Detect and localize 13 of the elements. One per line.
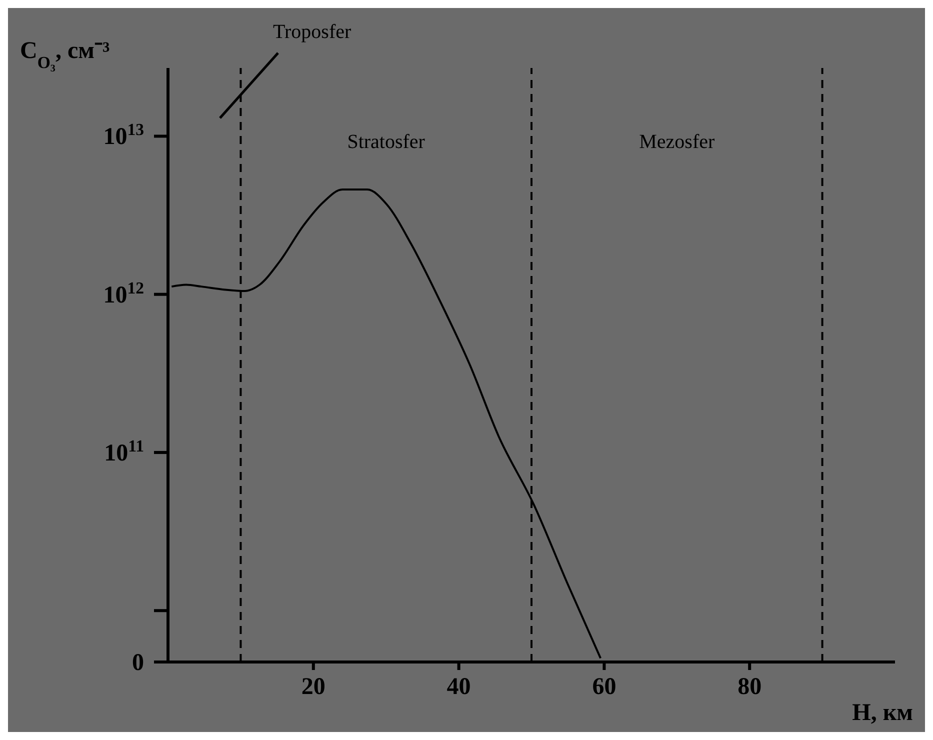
- y-axis-title: C$_{O₃}$, см⁻³: [20, 38, 110, 72]
- x-tick-label: 80: [738, 674, 762, 700]
- y-tick-label: 10$^{13}$: [103, 120, 144, 150]
- annotation: Stratosfer: [347, 131, 426, 153]
- x-tick-label: 40: [446, 674, 471, 700]
- annotation: Mezosfer: [639, 131, 715, 153]
- x-axis-title: H, км: [852, 700, 913, 726]
- x-tick-label: 60: [592, 674, 616, 700]
- y-tick-label: 0: [132, 650, 144, 676]
- y-tick-label: 10$^{11}$: [104, 436, 144, 466]
- y-tick-label: 10$^{12}$: [103, 278, 144, 308]
- text: Troposfer: [273, 21, 352, 43]
- x-tick-label: 20: [301, 674, 326, 700]
